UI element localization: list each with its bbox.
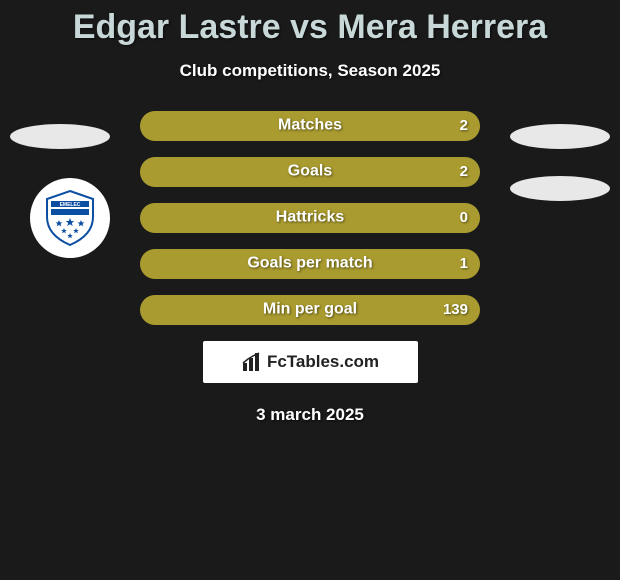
subtitle: Club competitions, Season 2025 (0, 61, 620, 81)
bar-chart-icon (241, 351, 263, 373)
stat-row: Goals per match 1 (140, 249, 480, 279)
stat-row: Hattricks 0 (140, 203, 480, 233)
stat-row: Goals 2 (140, 157, 480, 187)
stat-row: Matches 2 (140, 111, 480, 141)
page-title: Edgar Lastre vs Mera Herrera (0, 0, 620, 47)
stats-area: Matches 2 Goals 2 Hattricks 0 Goals per match 1… (0, 111, 620, 325)
stat-value-right: 0 (460, 209, 468, 226)
stat-label: Matches (278, 117, 342, 135)
stat-value-right: 139 (443, 301, 468, 318)
brand-logo[interactable]: FcTables.com (203, 341, 418, 383)
stat-value-right: 1 (460, 255, 468, 272)
title-text: Edgar Lastre vs Mera Herrera (73, 8, 547, 46)
stat-label: Hattricks (276, 209, 344, 227)
stat-label: Min per goal (263, 301, 357, 319)
stat-row: Min per goal 139 (140, 295, 480, 325)
stat-label: Goals (288, 163, 332, 181)
date-text: 3 march 2025 (0, 405, 620, 425)
stat-value-right: 2 (460, 163, 468, 180)
stat-label: Goals per match (247, 255, 372, 273)
stat-value-right: 2 (460, 117, 468, 134)
brand-text: FcTables.com (267, 352, 379, 372)
